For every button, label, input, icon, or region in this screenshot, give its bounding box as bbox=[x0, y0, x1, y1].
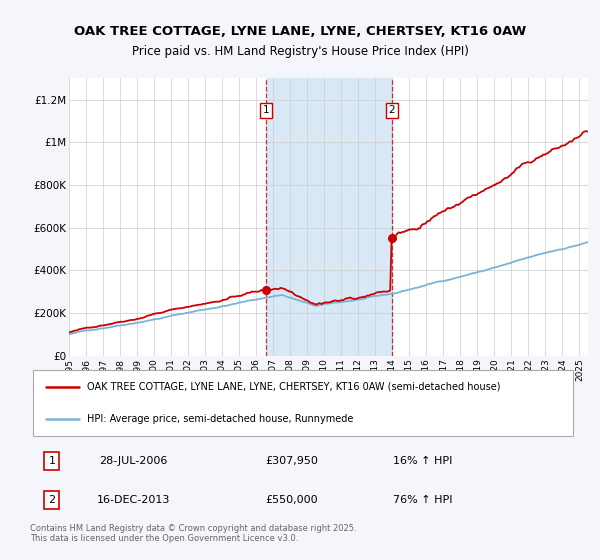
FancyBboxPatch shape bbox=[33, 370, 573, 436]
Text: £550,000: £550,000 bbox=[266, 494, 319, 505]
Text: OAK TREE COTTAGE, LYNE LANE, LYNE, CHERTSEY, KT16 0AW (semi-detached house): OAK TREE COTTAGE, LYNE LANE, LYNE, CHERT… bbox=[88, 382, 501, 392]
Text: 2: 2 bbox=[388, 105, 395, 115]
Text: HPI: Average price, semi-detached house, Runnymede: HPI: Average price, semi-detached house,… bbox=[88, 414, 354, 424]
Text: 1: 1 bbox=[263, 105, 269, 115]
Text: £307,950: £307,950 bbox=[266, 456, 319, 466]
Text: 16-DEC-2013: 16-DEC-2013 bbox=[97, 494, 170, 505]
Bar bbox=[266, 78, 392, 356]
Text: 1: 1 bbox=[49, 456, 55, 466]
Text: 28-JUL-2006: 28-JUL-2006 bbox=[100, 456, 168, 466]
Text: OAK TREE COTTAGE, LYNE LANE, LYNE, CHERTSEY, KT16 0AW: OAK TREE COTTAGE, LYNE LANE, LYNE, CHERT… bbox=[74, 25, 526, 38]
Text: 16% ↑ HPI: 16% ↑ HPI bbox=[394, 456, 453, 466]
Text: 2: 2 bbox=[48, 494, 55, 505]
Text: 76% ↑ HPI: 76% ↑ HPI bbox=[394, 494, 453, 505]
Text: Price paid vs. HM Land Registry's House Price Index (HPI): Price paid vs. HM Land Registry's House … bbox=[131, 45, 469, 58]
Text: Contains HM Land Registry data © Crown copyright and database right 2025.
This d: Contains HM Land Registry data © Crown c… bbox=[30, 524, 356, 543]
